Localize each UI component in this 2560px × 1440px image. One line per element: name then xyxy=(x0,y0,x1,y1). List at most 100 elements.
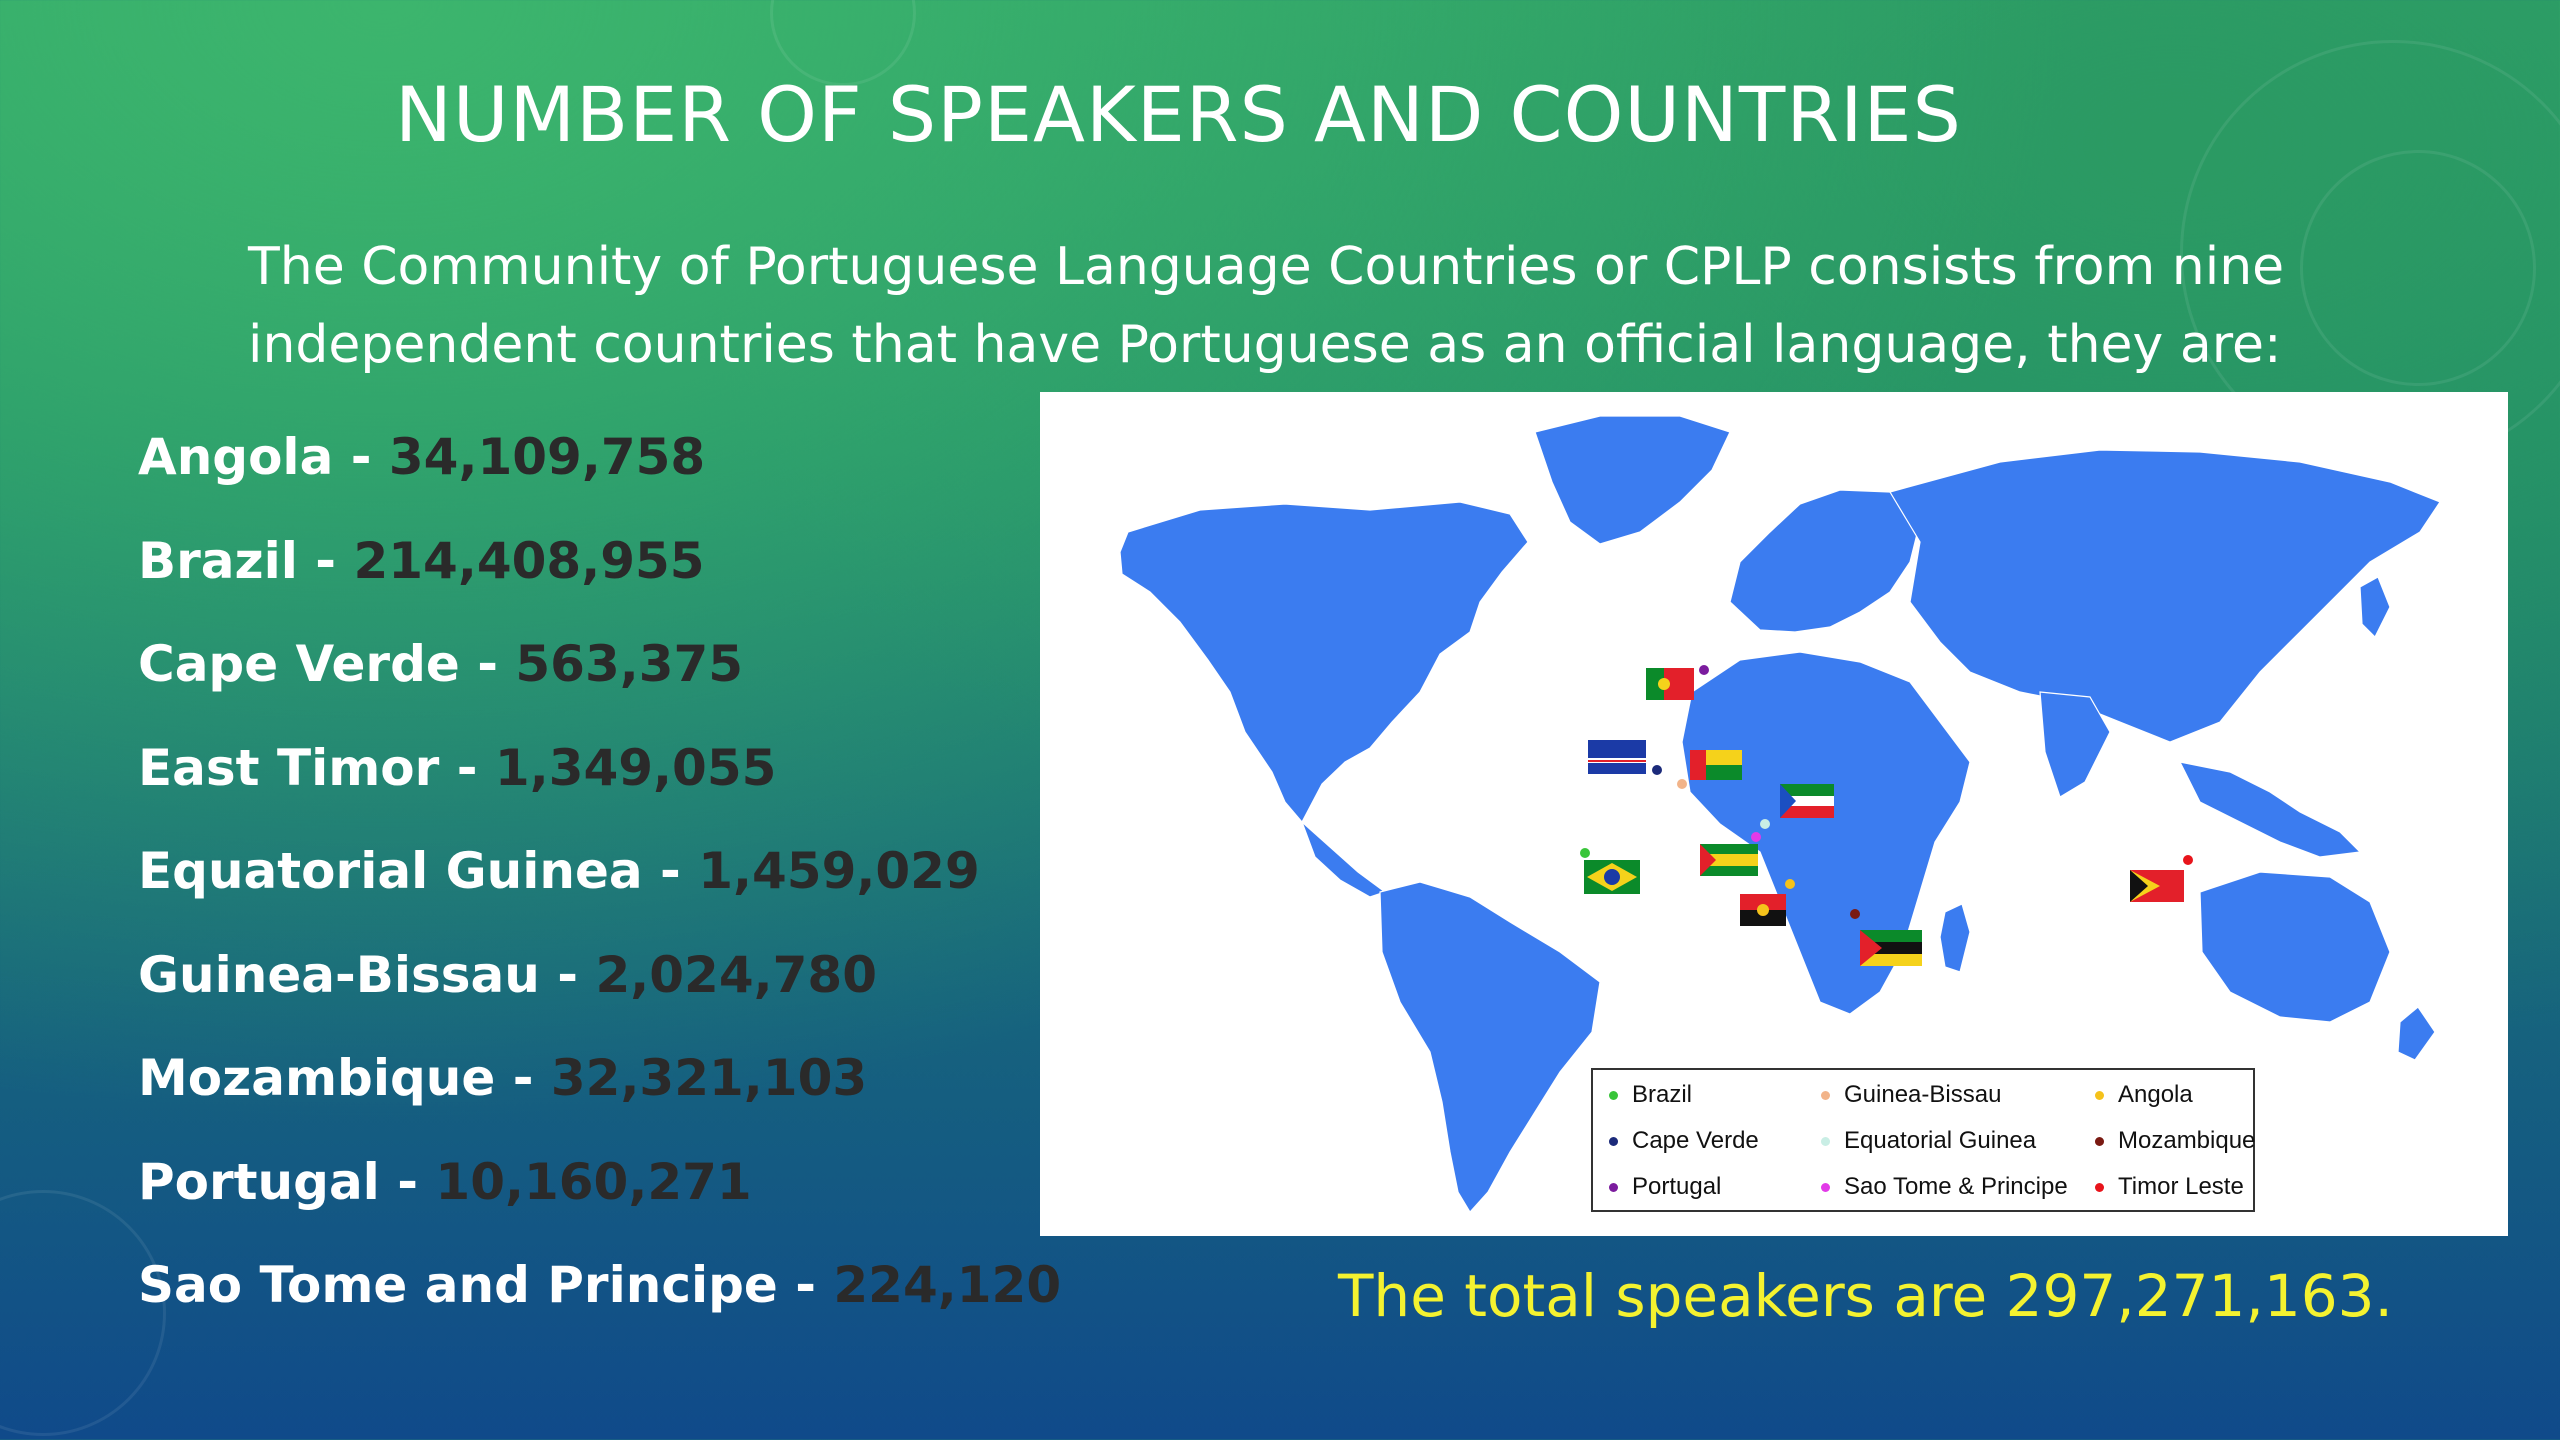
portugal-flag xyxy=(1646,668,1694,700)
indian-peninsula xyxy=(2039,691,2111,798)
separator: - xyxy=(333,428,389,486)
central-america-landmass xyxy=(1301,821,1387,898)
north-america-landmass xyxy=(1119,501,1529,824)
speaker-count: 214,408,955 xyxy=(353,531,705,590)
country-name: Cape Verde xyxy=(138,635,460,693)
legend-item: Timor Leste xyxy=(2095,1164,2265,1210)
sao-tome-dot xyxy=(1751,832,1761,842)
separator: - xyxy=(642,842,699,900)
legend-item: Angola xyxy=(2095,1072,2265,1118)
southeast-asia-islands xyxy=(2178,761,2362,858)
separator: - xyxy=(297,531,354,590)
separator: - xyxy=(539,945,596,1004)
legend-dot xyxy=(1821,1182,1830,1192)
country-item: Sao Tome and Principe - 224,120 xyxy=(138,1256,1061,1360)
mozambique-dot xyxy=(1850,909,1860,919)
legend-item: Portugal xyxy=(1609,1164,1821,1210)
madagascar-landmass xyxy=(1939,903,1971,973)
legend-item: Sao Tome & Principe xyxy=(1821,1164,2095,1210)
mozambique-flag xyxy=(1860,930,1922,966)
country-name: Sao Tome and Principe xyxy=(138,1256,778,1314)
legend-dot xyxy=(2095,1136,2104,1146)
location-dots xyxy=(1580,665,2193,919)
speaker-count: 32,321,103 xyxy=(550,1049,868,1107)
brazil-dot xyxy=(1580,848,1590,858)
country-item: Angola - 34,109,758 xyxy=(138,428,1038,532)
separator: - xyxy=(777,1256,834,1314)
legend-label: Angola xyxy=(2118,1081,2193,1108)
country-name: Equatorial Guinea xyxy=(138,842,643,900)
legend-dot xyxy=(1609,1136,1618,1146)
continents xyxy=(1119,415,2441,1214)
country-item: Cape Verde - 563,375 xyxy=(138,635,1038,739)
speaker-count: 34,109,758 xyxy=(388,428,706,486)
country-item: Brazil - 214,408,955 xyxy=(138,532,1038,636)
legend-item: Brazil xyxy=(1609,1072,1821,1118)
timor-leste-flag xyxy=(2130,870,2184,902)
speaker-count: 2,024,780 xyxy=(595,945,877,1004)
map-legend: Brazil Guinea-Bissau Angola Cape Verde E… xyxy=(1591,1068,2255,1212)
total-speakers: The total speakers are 297,271,163. xyxy=(1338,1262,2393,1330)
japan-landmass xyxy=(2359,576,2391,639)
angola-dot xyxy=(1785,879,1795,889)
brazil-flag xyxy=(1584,860,1640,894)
country-item: Mozambique - 32,321,103 xyxy=(138,1049,1038,1153)
angola-flag xyxy=(1740,894,1786,926)
cape-verde-dot xyxy=(1652,765,1662,775)
legend-label: Mozambique xyxy=(2118,1127,2256,1154)
legend-dot xyxy=(1821,1136,1830,1146)
equatorial-guinea-flag xyxy=(1780,784,1834,818)
country-flags xyxy=(1584,668,2184,966)
intro-paragraph: The Community of Portuguese Language Cou… xyxy=(248,237,2285,375)
speaker-count: 1,349,055 xyxy=(494,738,777,797)
australia-landmass xyxy=(2199,871,2391,1023)
greenland-landmass xyxy=(1534,415,1731,545)
guinea-bissau-flag xyxy=(1690,750,1742,780)
separator: - xyxy=(379,1152,436,1211)
legend-item: Equatorial Guinea xyxy=(1821,1118,2095,1164)
country-name: Portugal xyxy=(138,1152,380,1211)
equatorial-guinea-dot xyxy=(1760,819,1770,829)
country-name: East Timor xyxy=(138,738,440,797)
country-item: Portugal - 10,160,271 xyxy=(138,1153,1038,1257)
country-name: Mozambique xyxy=(138,1049,496,1107)
africa-landmass xyxy=(1681,651,1971,1015)
country-item: East Timor - 1,349,055 xyxy=(138,739,1038,843)
world-map xyxy=(1119,415,2441,1214)
legend-label: Equatorial Guinea xyxy=(1844,1127,2037,1154)
legend-item: Guinea-Bissau xyxy=(1821,1072,2095,1118)
sao-tome-flag xyxy=(1700,844,1758,876)
timor-leste-dot xyxy=(2183,855,2193,865)
cape-verde-flag xyxy=(1588,740,1646,774)
world-map-card: Brazil Guinea-Bissau Angola Cape Verde E… xyxy=(1040,392,2508,1236)
country-name: Angola xyxy=(138,428,334,486)
asia-landmass xyxy=(1889,449,2441,743)
legend-item: Cape Verde xyxy=(1609,1118,1821,1164)
separator: - xyxy=(439,738,495,797)
separator: - xyxy=(459,635,516,693)
legend-dot xyxy=(1821,1090,1830,1100)
legend-item: Mozambique xyxy=(2095,1118,2265,1164)
south-america-landmass xyxy=(1379,881,1601,1214)
slide-title: NUMBER OF SPEAKERS AND COUNTRIES xyxy=(395,70,1962,159)
speaker-count: 563,375 xyxy=(515,635,744,693)
europe-landmass xyxy=(1729,489,1921,633)
legend-dot xyxy=(2095,1090,2104,1100)
legend-label: Cape Verde xyxy=(1632,1127,1759,1154)
country-name: Brazil xyxy=(138,531,298,590)
legend-dot xyxy=(1609,1182,1618,1192)
legend-label: Portugal xyxy=(1632,1173,1722,1200)
separator: - xyxy=(495,1049,551,1107)
legend-label: Guinea-Bissau xyxy=(1844,1081,2002,1108)
legend-label: Brazil xyxy=(1632,1081,1693,1108)
country-item: Guinea-Bissau - 2,024,780 xyxy=(138,946,1038,1050)
legend-dot xyxy=(2095,1182,2104,1192)
legend-dot xyxy=(1609,1090,1618,1100)
speaker-count: 10,160,271 xyxy=(435,1152,752,1211)
legend-label: Timor Leste xyxy=(2118,1173,2244,1200)
new-zealand-landmass xyxy=(2397,1006,2436,1061)
country-list: Angola - 34,109,758 Brazil - 214,408,955… xyxy=(138,428,1061,1360)
portugal-dot xyxy=(1699,665,1709,675)
guinea-bissau-dot xyxy=(1677,779,1687,789)
